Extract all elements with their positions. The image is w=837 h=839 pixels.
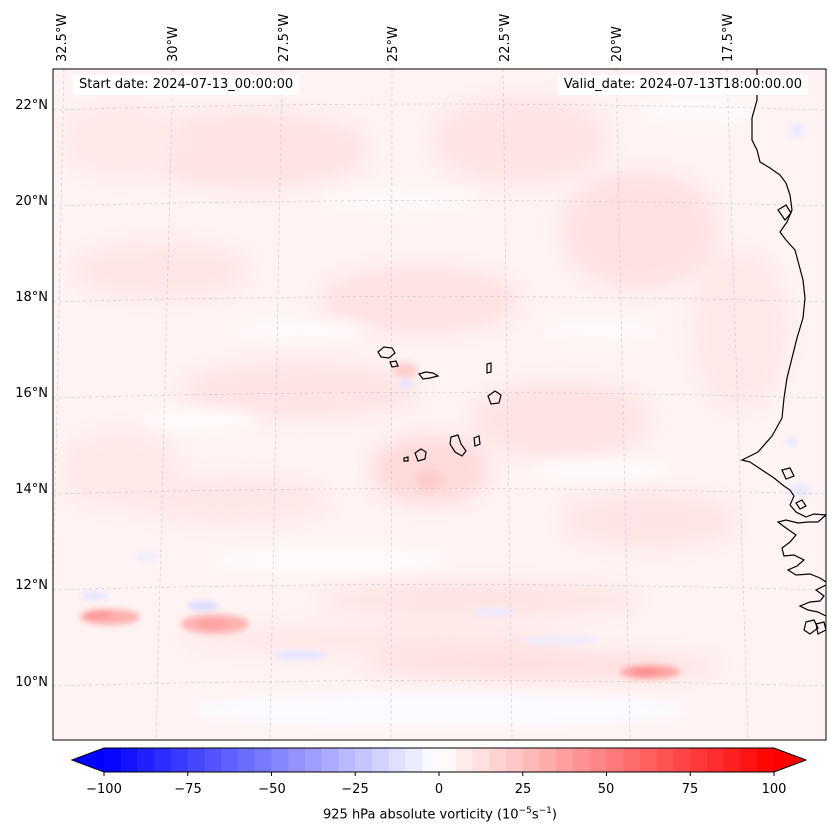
- colorbar-level-7: [221, 748, 239, 772]
- lat-label-20n: 20°N: [15, 194, 48, 209]
- colorbar-level-14: [338, 748, 356, 772]
- lon-label-25w: 25°W: [386, 26, 401, 62]
- colorbar-tick-neg75: −75: [174, 782, 202, 797]
- colorbar-level-6: [204, 748, 222, 772]
- cape-verde-islands: [377, 346, 502, 462]
- african-coastline: [740, 69, 826, 635]
- colorbar-label-exp1: −5: [518, 806, 532, 816]
- colorbar-level-15: [355, 748, 373, 772]
- positive-vorticity-maxima: [80, 362, 680, 679]
- colorbar-tick-25: 25: [514, 782, 532, 797]
- negative-vorticity-blobs: [81, 122, 812, 660]
- colorbar-level-37: [723, 748, 741, 772]
- colorbar-tick-neg25: −25: [341, 782, 369, 797]
- colorbar-tick-50: 50: [597, 782, 615, 797]
- lon-label-17-5w: 17.5°W: [721, 13, 736, 62]
- island-brava: [403, 456, 409, 462]
- colorbar-level-18: [405, 748, 423, 772]
- colorbar-tick-75: 75: [681, 782, 699, 797]
- colorbar-level-38: [740, 748, 758, 772]
- lat-label-18n: 18°N: [15, 290, 48, 305]
- colorbar-level-29: [589, 748, 607, 772]
- colorbar-level-28: [573, 748, 591, 772]
- colorbar-level-32: [640, 748, 658, 772]
- colorbar-level-39: [757, 748, 775, 772]
- colorbar-level-30: [606, 748, 624, 772]
- lat-label-16n: 16°N: [15, 386, 48, 401]
- valid-date-label: Valid_date: 2024-07-13T18:00:00.00: [557, 75, 808, 95]
- colorbar-level-23: [489, 748, 507, 772]
- lon-label-20w: 20°W: [610, 26, 625, 62]
- colorbar-level-17: [388, 748, 406, 772]
- colorbar-level-9: [254, 748, 272, 772]
- colorbar-level-16: [372, 748, 390, 772]
- colorbar-tick-0: 0: [434, 782, 444, 797]
- colorbar-label: 925 hPa absolute vorticity (10−5s−1): [0, 806, 837, 822]
- graticule: [53, 69, 826, 740]
- map-frame: [52, 68, 827, 741]
- colorbar-level-10: [271, 748, 289, 772]
- lon-label-27-5w: 27.5°W: [277, 13, 292, 62]
- island-santiago: [449, 434, 467, 457]
- colorbar-level-33: [656, 748, 674, 772]
- map-panel: [53, 69, 826, 740]
- lon-label-32-5w: 32.5°W: [55, 13, 70, 62]
- colorbar-level-5: [187, 748, 205, 772]
- colorbar-level-12: [305, 748, 323, 772]
- colorbar-level-25: [522, 748, 540, 772]
- colorbar-level-8: [238, 748, 256, 772]
- colorbar-level-2: [137, 748, 155, 772]
- colorbar-level-13: [321, 748, 339, 772]
- island-sao-vicente: [389, 360, 399, 368]
- island-fogo: [414, 448, 427, 462]
- colorbar-level-20: [439, 748, 457, 772]
- island-sal: [486, 362, 492, 374]
- island-boa-vista: [487, 390, 502, 405]
- lat-label-10n: 10°N: [15, 675, 48, 690]
- island-maio: [473, 435, 481, 447]
- colorbar-label-mid: s: [531, 807, 539, 823]
- colorbar-level-4: [171, 748, 189, 772]
- lon-label-22-5w: 22.5°W: [498, 13, 513, 62]
- colorbar-tick-100: 100: [761, 782, 787, 797]
- colorbar-level-35: [690, 748, 708, 772]
- colorbar-level-31: [623, 748, 641, 772]
- colorbar-label-exp2: −1: [538, 806, 552, 816]
- colorbar-level-3: [154, 748, 172, 772]
- colorbar-level-24: [506, 748, 524, 772]
- colorbar: [70, 747, 808, 776]
- lon-label-30w: 30°W: [166, 26, 181, 62]
- colorbar-level-19: [422, 748, 440, 772]
- colorbar-level-26: [539, 748, 557, 772]
- vorticity-field: [60, 95, 790, 679]
- colorbar-extend-max: [774, 748, 806, 772]
- colorbar-extend-min: [72, 748, 104, 772]
- colorbar-level-21: [455, 748, 473, 772]
- colorbar-label-close: ): [551, 807, 557, 823]
- colorbar-level-11: [288, 748, 306, 772]
- colorbar-level-0: [104, 748, 122, 772]
- lat-label-12n: 12°N: [15, 578, 48, 593]
- colorbar-tick-neg50: −50: [258, 782, 286, 797]
- start-date-label: Start date: 2024-07-13_00:00:00: [73, 75, 300, 95]
- white-streaks: [140, 95, 760, 728]
- island-santo-antao: [377, 346, 396, 359]
- colorbar-level-22: [472, 748, 490, 772]
- lat-label-22n: 22°N: [15, 98, 48, 113]
- colorbar-level-36: [707, 748, 725, 772]
- colorbar-level-1: [120, 748, 138, 772]
- colorbar-level-34: [673, 748, 691, 772]
- island-sao-nicolau: [417, 371, 440, 380]
- colorbar-label-main: 925 hPa absolute vorticity (10: [323, 807, 519, 823]
- colorbar-level-27: [556, 748, 574, 772]
- lat-label-14n: 14°N: [15, 482, 48, 497]
- colorbar-tick-neg100: −100: [86, 782, 122, 797]
